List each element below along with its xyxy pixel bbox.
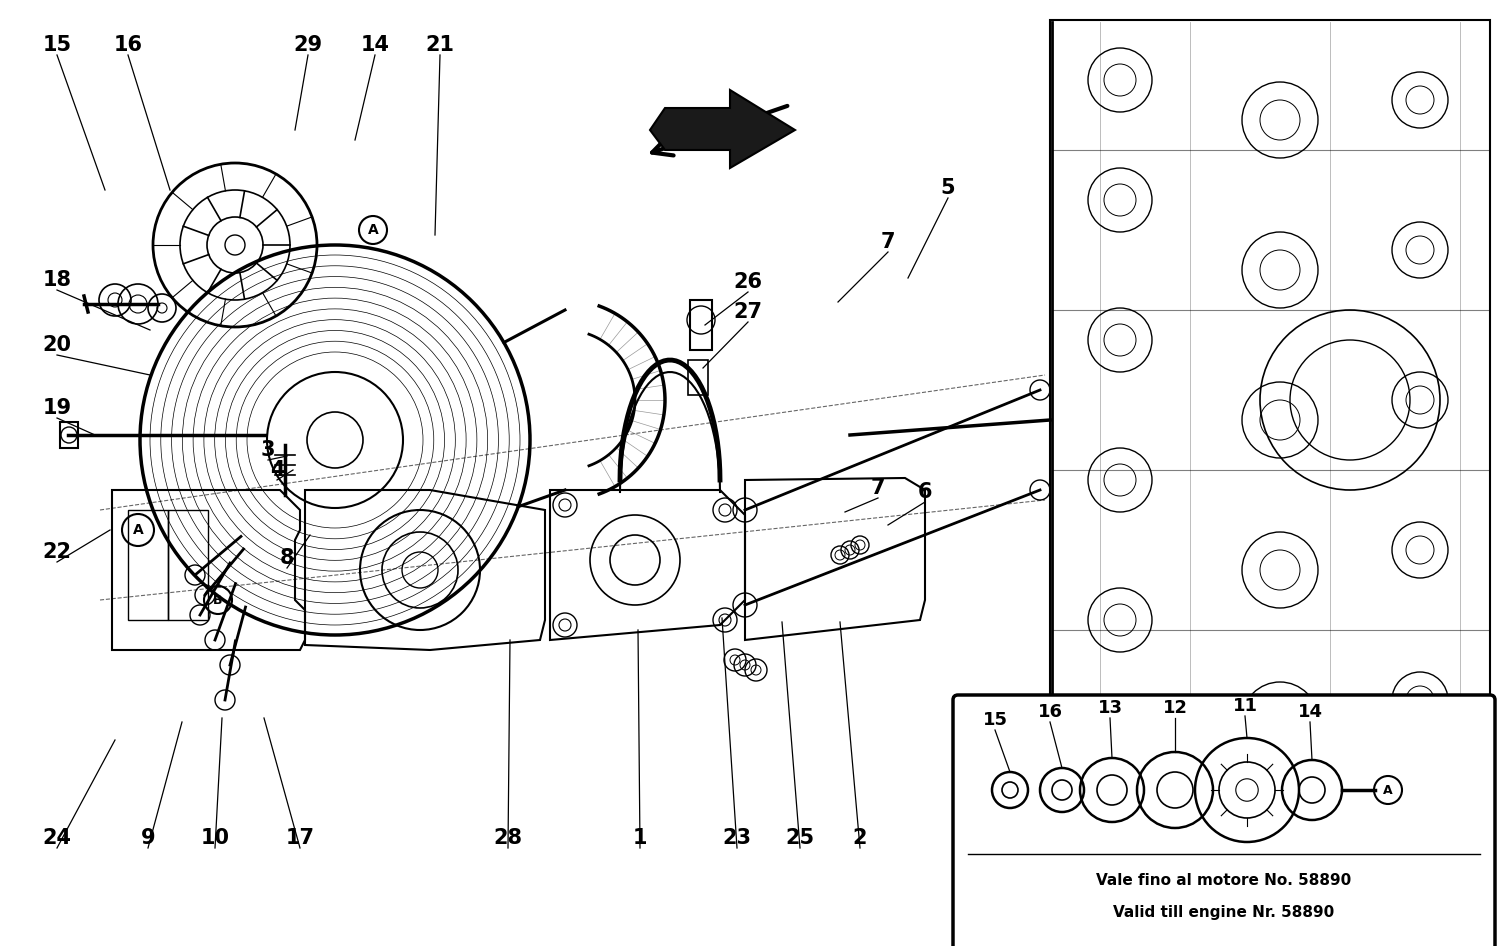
- Text: 6: 6: [918, 482, 932, 502]
- Polygon shape: [650, 90, 795, 168]
- Text: 27: 27: [734, 302, 762, 322]
- Text: 17: 17: [285, 828, 315, 848]
- Bar: [690, 300, 712, 350]
- Text: A: A: [368, 223, 378, 237]
- Text: A: A: [132, 523, 144, 537]
- Text: 15: 15: [42, 35, 72, 55]
- Text: 9: 9: [141, 828, 156, 848]
- Text: 4: 4: [270, 460, 285, 480]
- Text: 24: 24: [42, 828, 72, 848]
- Text: 1: 1: [633, 828, 648, 848]
- Text: 3: 3: [261, 440, 276, 460]
- Text: 29: 29: [294, 35, 322, 55]
- Text: 25: 25: [786, 828, 814, 848]
- Text: 16: 16: [114, 35, 142, 55]
- Text: 5: 5: [940, 178, 956, 198]
- Text: 20: 20: [42, 335, 72, 355]
- Text: 12: 12: [1162, 699, 1188, 717]
- Text: B: B: [213, 593, 222, 606]
- Text: 28: 28: [494, 828, 522, 848]
- Text: 18: 18: [42, 270, 72, 290]
- Text: 8: 8: [279, 548, 294, 568]
- Text: 11: 11: [1233, 697, 1257, 715]
- Text: 16: 16: [1038, 703, 1062, 721]
- Bar: [168, 510, 208, 620]
- Bar: [128, 510, 168, 620]
- Text: 14: 14: [360, 35, 390, 55]
- Text: 2: 2: [852, 828, 867, 848]
- Text: A: A: [1383, 783, 1394, 797]
- FancyBboxPatch shape: [952, 695, 1496, 946]
- Text: 7: 7: [870, 478, 885, 498]
- Text: 21: 21: [426, 35, 454, 55]
- Text: 14: 14: [1298, 703, 1323, 721]
- Bar: [60, 422, 78, 448]
- Text: 10: 10: [201, 828, 229, 848]
- Text: 23: 23: [723, 828, 752, 848]
- Text: Valid till engine Nr. 58890: Valid till engine Nr. 58890: [1113, 904, 1335, 920]
- Text: 15: 15: [982, 711, 1008, 729]
- Text: 13: 13: [1098, 699, 1122, 717]
- Text: 26: 26: [734, 272, 762, 292]
- Bar: [688, 360, 708, 395]
- Text: Vale fino al motore No. 58890: Vale fino al motore No. 58890: [1096, 872, 1352, 887]
- Text: 22: 22: [42, 542, 72, 562]
- Text: 7: 7: [880, 232, 896, 252]
- Text: 19: 19: [42, 398, 72, 418]
